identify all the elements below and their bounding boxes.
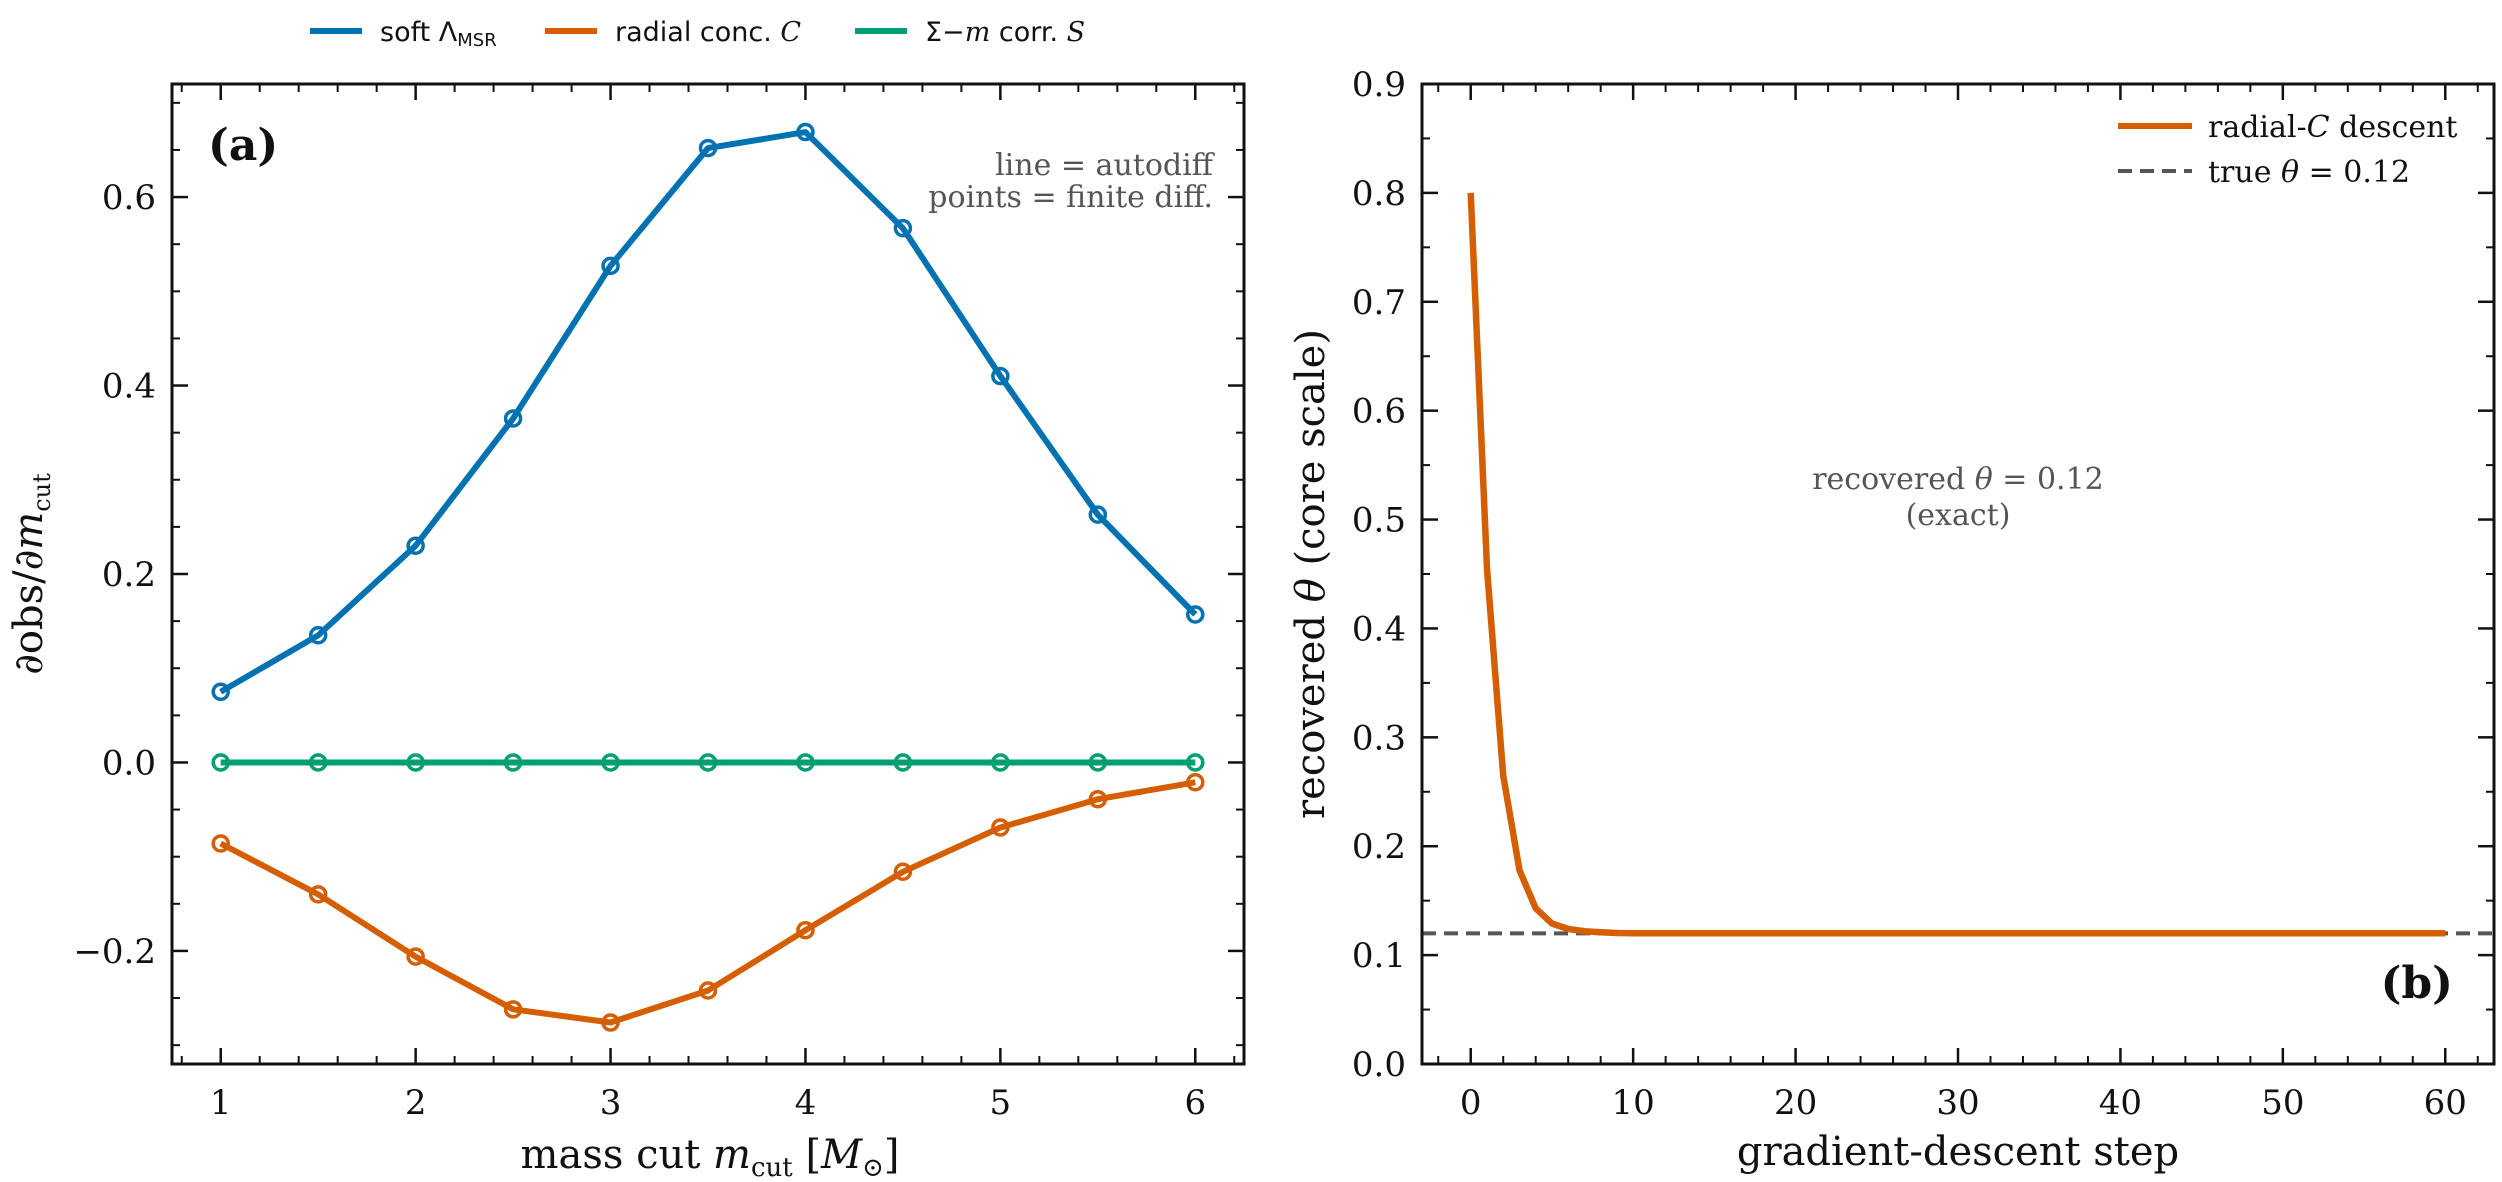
x-tick-label: 30 [1936, 1083, 1979, 1123]
panel-a-series [211, 122, 1205, 1032]
panel-b: 0 10 20 30 40 50 60 0.00.10.20.30.40.50.60.70.… [1288, 65, 2496, 1175]
panel-a-annotation-1: line = autodiff [995, 148, 1216, 183]
legend-top: soft ΛMSR radial conc. C Σ−m corr. S [310, 17, 1085, 51]
data-point-sigma [893, 753, 913, 772]
y-tick-label: 0.0 [1352, 1045, 1406, 1085]
panel-b-x-title: gradient-descent step [1737, 1129, 2179, 1175]
x-tick-label: 1 [210, 1083, 232, 1123]
x-tick-label: 60 [2424, 1083, 2467, 1123]
panel-a-frame [170, 82, 1246, 1066]
data-point-sigma [211, 753, 230, 772]
y-tick-label: 0.9 [1352, 65, 1406, 105]
legend-label-radial-descent: radial-C descent [2208, 110, 2457, 145]
data-point-lambda [893, 218, 913, 238]
x-tick-label: 20 [1774, 1083, 1817, 1123]
y-tick-label: 0.4 [1352, 609, 1406, 649]
data-point-sigma [991, 753, 1010, 772]
y-tick-label: 0.4 [102, 367, 156, 407]
data-point-sigma [1088, 753, 1108, 772]
data-point-lambda [1186, 605, 1205, 624]
y-tick-label: 0.8 [1352, 174, 1406, 214]
data-point-radial [698, 981, 718, 1000]
y-tick-label: 0.7 [1352, 283, 1406, 323]
y-tick-label: 0.6 [102, 178, 156, 218]
panel-b-y-ticks: 0.0 0.1 0.2 0.3 0.4 0.5 0.6 0.7 0.8 0.9 [1352, 65, 2494, 1085]
data-point-sigma [796, 753, 815, 772]
x-tick-label: 3 [600, 1083, 622, 1123]
x-tick-label: 2 [405, 1083, 427, 1123]
y-tick-label: 0.2 [1352, 827, 1406, 867]
panel-b-y-title: recovered θ (core scale) [1288, 329, 1334, 819]
y-tick-label: 0.6 [1352, 392, 1406, 432]
data-point-lambda [503, 409, 523, 428]
panel-a-y-ticks: −0.2 0.0 0.2 0.4 0.6 [73, 101, 1244, 1047]
y-tick-label: 0.0 [102, 743, 156, 783]
data-point-sigma [601, 753, 620, 772]
data-point-radial [893, 862, 913, 882]
data-point-lambda [308, 626, 328, 645]
panel-b-annotation-2: (exact) [1906, 498, 2011, 533]
panel-a-y-title: ∂obs/∂mcut [6, 473, 56, 675]
data-point-lambda [1088, 505, 1108, 524]
panel-b-legend: radial-C descent true θ = 0.12 [2118, 110, 2457, 190]
data-point-sigma [1186, 753, 1205, 772]
panel-b-x-ticks: 0 10 20 30 40 50 60 [1437, 84, 2479, 1123]
legend-label-radial: radial conc. C [615, 17, 801, 48]
panel-b-label: (b) [2381, 958, 2453, 1009]
panel-b-series [1422, 192, 2494, 937]
data-point-radial [1186, 773, 1205, 792]
data-point-radial [796, 920, 815, 940]
data-point-lambda [796, 122, 815, 142]
legend-label-sigma: Σ−m corr. S [925, 17, 1085, 48]
data-point-sigma [406, 753, 425, 772]
legend-label-lambda: soft ΛMSR [380, 17, 497, 51]
data-point-lambda [406, 536, 425, 555]
data-point-lambda [211, 682, 230, 702]
data-point-radial [1088, 789, 1108, 809]
panel-b-annotation-1: recovered θ = 0.12 [1812, 462, 2104, 497]
panel-a-x-title: mass cut mcut [M⊙] [521, 1132, 900, 1182]
x-tick-label: 5 [990, 1083, 1012, 1123]
data-point-radial [308, 885, 328, 904]
data-point-sigma [503, 753, 523, 772]
y-tick-label: 0.1 [1352, 936, 1406, 976]
x-tick-label: 40 [2099, 1083, 2142, 1123]
x-tick-label: 0 [1460, 1083, 1482, 1123]
data-point-radial [991, 818, 1010, 837]
series-line-radial [219, 779, 1196, 1026]
data-point-lambda [991, 366, 1010, 386]
data-point-radial [211, 834, 230, 853]
series-line-radial-descent [1467, 192, 2446, 937]
data-point-sigma [698, 753, 718, 772]
x-tick-label: 10 [1612, 1083, 1655, 1123]
data-point-radial [503, 1000, 523, 1019]
data-point-radial [601, 1013, 620, 1032]
x-tick-label: 4 [795, 1083, 817, 1123]
x-tick-label: 50 [2261, 1083, 2304, 1123]
panel-a-x-ticks: 1 2 3 4 5 6 [180, 84, 1236, 1123]
y-tick-label: 0.2 [102, 555, 156, 595]
data-point-lambda [698, 138, 718, 158]
data-point-sigma [308, 753, 328, 772]
legend-label-true-theta: true θ = 0.12 [2208, 155, 2410, 190]
panel-a-annotation-2: points = finite diff. [928, 180, 1213, 215]
x-tick-label: 6 [1184, 1083, 1206, 1123]
panel-b-frame [1420, 82, 2496, 1066]
y-tick-label: −0.2 [73, 932, 156, 972]
data-point-lambda [601, 256, 620, 276]
panel-a-label: (a) [208, 120, 278, 171]
series-line-lambda [219, 129, 1198, 695]
data-point-radial [406, 947, 425, 966]
panel-a: 1 2 3 4 5 6 −0.2 0.0 0.2 0.4 0.6 (a) line = autod… [6, 82, 1246, 1182]
y-tick-label: 0.3 [1352, 718, 1406, 758]
y-tick-label: 0.5 [1352, 501, 1406, 541]
